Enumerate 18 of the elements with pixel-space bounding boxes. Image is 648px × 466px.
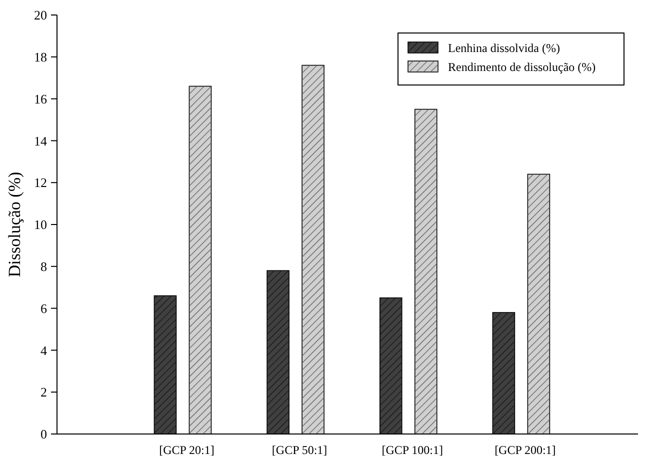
y-tick-label: 14 xyxy=(34,133,48,148)
y-tick-label: 8 xyxy=(40,258,47,274)
legend-label: Rendimento de dissolução (%) xyxy=(448,60,596,74)
y-tick-label: 12 xyxy=(34,175,47,190)
y-tick-label: 10 xyxy=(34,217,47,232)
x-tick-label: [GCP 100:1] xyxy=(382,443,443,457)
y-tick-label: 20 xyxy=(34,8,47,23)
x-tick-label: [GCP 20:1] xyxy=(159,443,214,457)
legend-label: Lenhina dissolvida (%) xyxy=(448,41,560,56)
y-tick-label: 18 xyxy=(34,49,47,64)
y-axis-title: Dissolução (%) xyxy=(5,172,24,278)
y-tick-label: 16 xyxy=(34,91,48,106)
y-tick-label: 0 xyxy=(40,426,47,442)
y-tick-label: 4 xyxy=(40,342,48,358)
y-tick-label: 6 xyxy=(40,300,48,316)
y-tick-label: 2 xyxy=(40,384,47,400)
x-tick-label: [GCP 200:1] xyxy=(494,443,556,457)
x-tick-label: [GCP 50:1] xyxy=(272,443,328,457)
